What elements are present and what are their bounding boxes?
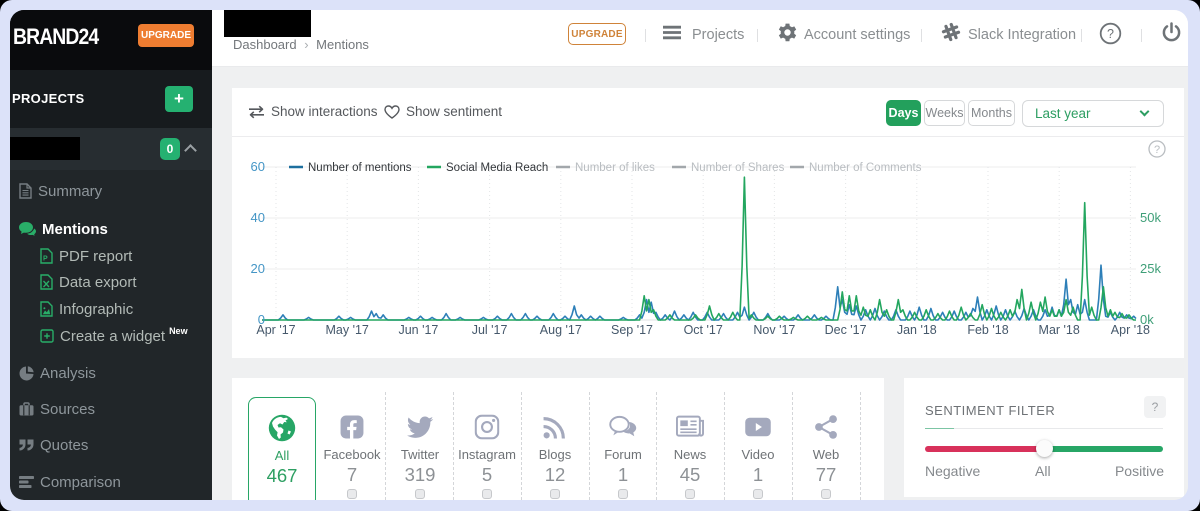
svg-text:25k: 25k <box>1140 261 1161 276</box>
svg-text:Jan '18: Jan '18 <box>897 323 937 337</box>
svg-text:Number of likes: Number of likes <box>575 162 655 174</box>
svg-text:Aug '17: Aug '17 <box>540 323 582 337</box>
svg-text:?: ? <box>1154 144 1160 156</box>
svg-text:0: 0 <box>258 312 265 327</box>
svg-text:Apr '17: Apr '17 <box>256 323 295 337</box>
svg-text:Number of mentions: Number of mentions <box>308 162 412 174</box>
svg-text:May '17: May '17 <box>326 323 369 337</box>
svg-text:?: ? <box>1107 27 1114 41</box>
svg-text:Apr '18: Apr '18 <box>1111 323 1150 337</box>
svg-text:0k: 0k <box>1140 312 1154 327</box>
svg-text:Jun '17: Jun '17 <box>398 323 438 337</box>
svg-text:Number of Shares: Number of Shares <box>691 162 785 174</box>
svg-text:60: 60 <box>251 159 265 174</box>
svg-text:20: 20 <box>251 261 265 276</box>
svg-text:Feb '18: Feb '18 <box>967 323 1008 337</box>
svg-text:P: P <box>43 256 48 263</box>
svg-text:Number of Comments: Number of Comments <box>809 162 922 174</box>
svg-text:Jul '17: Jul '17 <box>472 323 508 337</box>
svg-text:40: 40 <box>251 210 265 225</box>
svg-text:Nov '17: Nov '17 <box>753 323 795 337</box>
svg-text:Sep '17: Sep '17 <box>611 323 653 337</box>
svg-text:50k: 50k <box>1140 210 1161 225</box>
svg-text:Mar '18: Mar '18 <box>1039 323 1080 337</box>
svg-text:Oct '17: Oct '17 <box>684 323 723 337</box>
svg-text:Social Media Reach: Social Media Reach <box>446 162 548 174</box>
svg-text:Dec '17: Dec '17 <box>825 323 867 337</box>
